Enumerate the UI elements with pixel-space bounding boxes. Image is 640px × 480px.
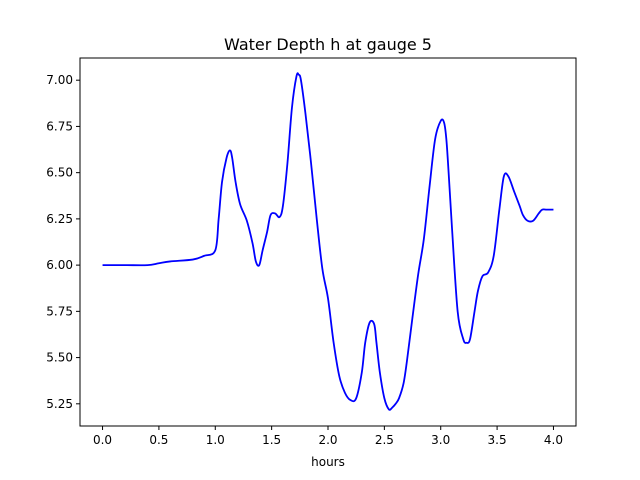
y-tick-label: 5.25: [46, 397, 73, 411]
y-tick-label: 5.50: [46, 351, 73, 365]
x-axis-label: hours: [311, 455, 345, 469]
y-tick-label: 5.75: [46, 304, 73, 318]
x-axis: 0.0 0.5 1.0 1.5 2.0 2.5 3.0 3.5 4.0: [93, 426, 563, 447]
x-tick-label: 3.0: [431, 433, 450, 447]
y-tick-label: 6.00: [46, 258, 73, 272]
x-tick-label: 3.5: [488, 433, 507, 447]
x-tick-label: 2.0: [318, 433, 337, 447]
x-tick-label: 1.0: [206, 433, 225, 447]
x-tick-label: 1.5: [262, 433, 281, 447]
y-tick-label: 6.50: [46, 166, 73, 180]
x-tick-label: 4.0: [544, 433, 563, 447]
x-tick-label: 0.5: [149, 433, 168, 447]
series-line: [102, 72, 554, 411]
y-tick-label: 6.75: [46, 119, 73, 133]
y-tick-label: 6.25: [46, 212, 73, 226]
x-tick-label: 2.5: [375, 433, 394, 447]
y-axis: 5.25 5.50 5.75 6.00 6.25 6.50 6.75 7.00: [46, 73, 80, 411]
x-tick-label: 0.0: [93, 433, 112, 447]
chart-title: Water Depth h at gauge 5: [224, 35, 432, 54]
y-tick-label: 7.00: [46, 73, 73, 87]
